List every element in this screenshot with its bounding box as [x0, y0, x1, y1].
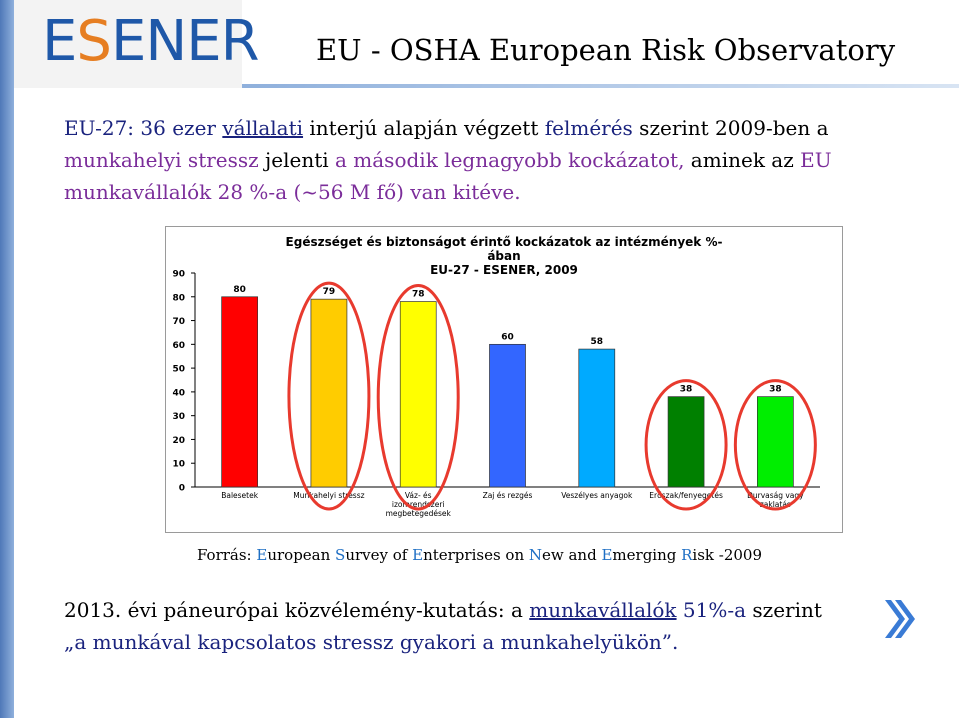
- x-tick-label-6-0: Durvaság vagy: [747, 491, 804, 500]
- x-tick-label-4-0: Veszélyes anyagok: [561, 491, 633, 500]
- x-tick-label-5-0: Erőszak/fenyegetés: [649, 491, 723, 500]
- logo-wordmark: ESENER: [42, 9, 260, 74]
- source-initial-3: N: [528, 546, 542, 564]
- source-initial-2: E: [412, 546, 424, 564]
- chart-subtitle: EU-27 - ESENER, 2009: [430, 263, 578, 277]
- highlight-ellipse-1: [287, 281, 371, 511]
- source-word-4: merging: [612, 546, 682, 564]
- chart-canvas: Egészséget és biztonságot érintő kockáza…: [172, 235, 820, 518]
- highlight-ellipse-5: [644, 379, 728, 511]
- x-tick-label-2-1: izomrendszeri: [392, 500, 445, 509]
- y-tick-label-80: 80: [172, 293, 185, 303]
- bar-3: [489, 343, 526, 488]
- header-divider: [242, 84, 959, 88]
- bar-2: [399, 301, 437, 488]
- source-word-2: nterprises on: [423, 546, 529, 564]
- x-tick-label-0-0: Balesetek: [221, 491, 259, 500]
- y-tick-label-0: 0: [179, 484, 185, 494]
- bar-value-label-1: 79: [323, 287, 336, 297]
- source-word-5: isk -2009: [692, 546, 763, 564]
- x-tick-label-2-2: megbetegedések: [386, 509, 452, 518]
- bar-value-label-5: 38: [680, 385, 693, 395]
- y-tick-label-90: 90: [172, 270, 185, 280]
- y-tick-label-70: 70: [172, 317, 185, 327]
- bar-4: [578, 348, 616, 488]
- bar-value-label-0: 80: [233, 285, 246, 295]
- x-tick-label-2-0: Váz- és: [405, 491, 432, 500]
- bar-6: [757, 396, 794, 488]
- y-tick-label-40: 40: [172, 388, 185, 398]
- bar-value-label-3: 60: [501, 332, 514, 342]
- y-tick-label-10: 10: [172, 460, 185, 470]
- bar-value-label-2: 78: [412, 290, 425, 300]
- chart-title-line-2: ában: [487, 249, 520, 263]
- source-word-3: ew and: [542, 546, 602, 564]
- source-word-0: uropean: [267, 546, 336, 564]
- source-initial-1: S: [335, 546, 346, 564]
- highlight-ellipse-2: [376, 284, 460, 511]
- bar-1: [310, 298, 348, 488]
- x-tick-label-1-0: Munkahelyi stressz: [293, 491, 364, 500]
- y-tick-label-20: 20: [172, 436, 185, 446]
- x-tick-label-6-1: zaklatás: [760, 500, 791, 509]
- left-accent-bar: [0, 0, 14, 718]
- source-title: European Survey of Enterprises on New an…: [256, 546, 762, 564]
- source-word-1: urvey of: [345, 546, 413, 564]
- intro-paragraph: EU-27: 36 ezer vállalati interjú alapján…: [64, 116, 832, 204]
- source-initial-4: E: [601, 546, 613, 564]
- source-initial-0: E: [256, 546, 268, 564]
- bar-0: [221, 296, 258, 488]
- bar-value-label-4: 58: [591, 337, 604, 347]
- esener-logo: ESENER: [14, 0, 260, 88]
- bar-5: [667, 396, 705, 488]
- x-tick-label-3-0: Zaj és rezgés: [483, 491, 533, 500]
- y-tick-label-30: 30: [172, 412, 185, 422]
- highlight-ellipse-6: [733, 379, 817, 511]
- source-initial-5: R: [681, 546, 693, 564]
- double-chevron-right-icon[interactable]: [882, 596, 916, 642]
- chart-title-line-1: Egészséget és biztonságot érintő kockáza…: [286, 235, 723, 249]
- bar-value-label-6: 38: [769, 385, 782, 395]
- source-note: Forrás: European Survey of Enterprises o…: [196, 546, 763, 564]
- bottom-statement: 2013. évi páneurópai közvélemény-kutatás…: [64, 598, 822, 654]
- page-title: EU - OSHA European Risk Observatory: [316, 33, 896, 67]
- y-tick-label-50: 50: [172, 365, 185, 375]
- risk-bar-chart: Egészséget és biztonságot érintő kockáza…: [165, 226, 843, 533]
- y-tick-label-60: 60: [172, 341, 185, 351]
